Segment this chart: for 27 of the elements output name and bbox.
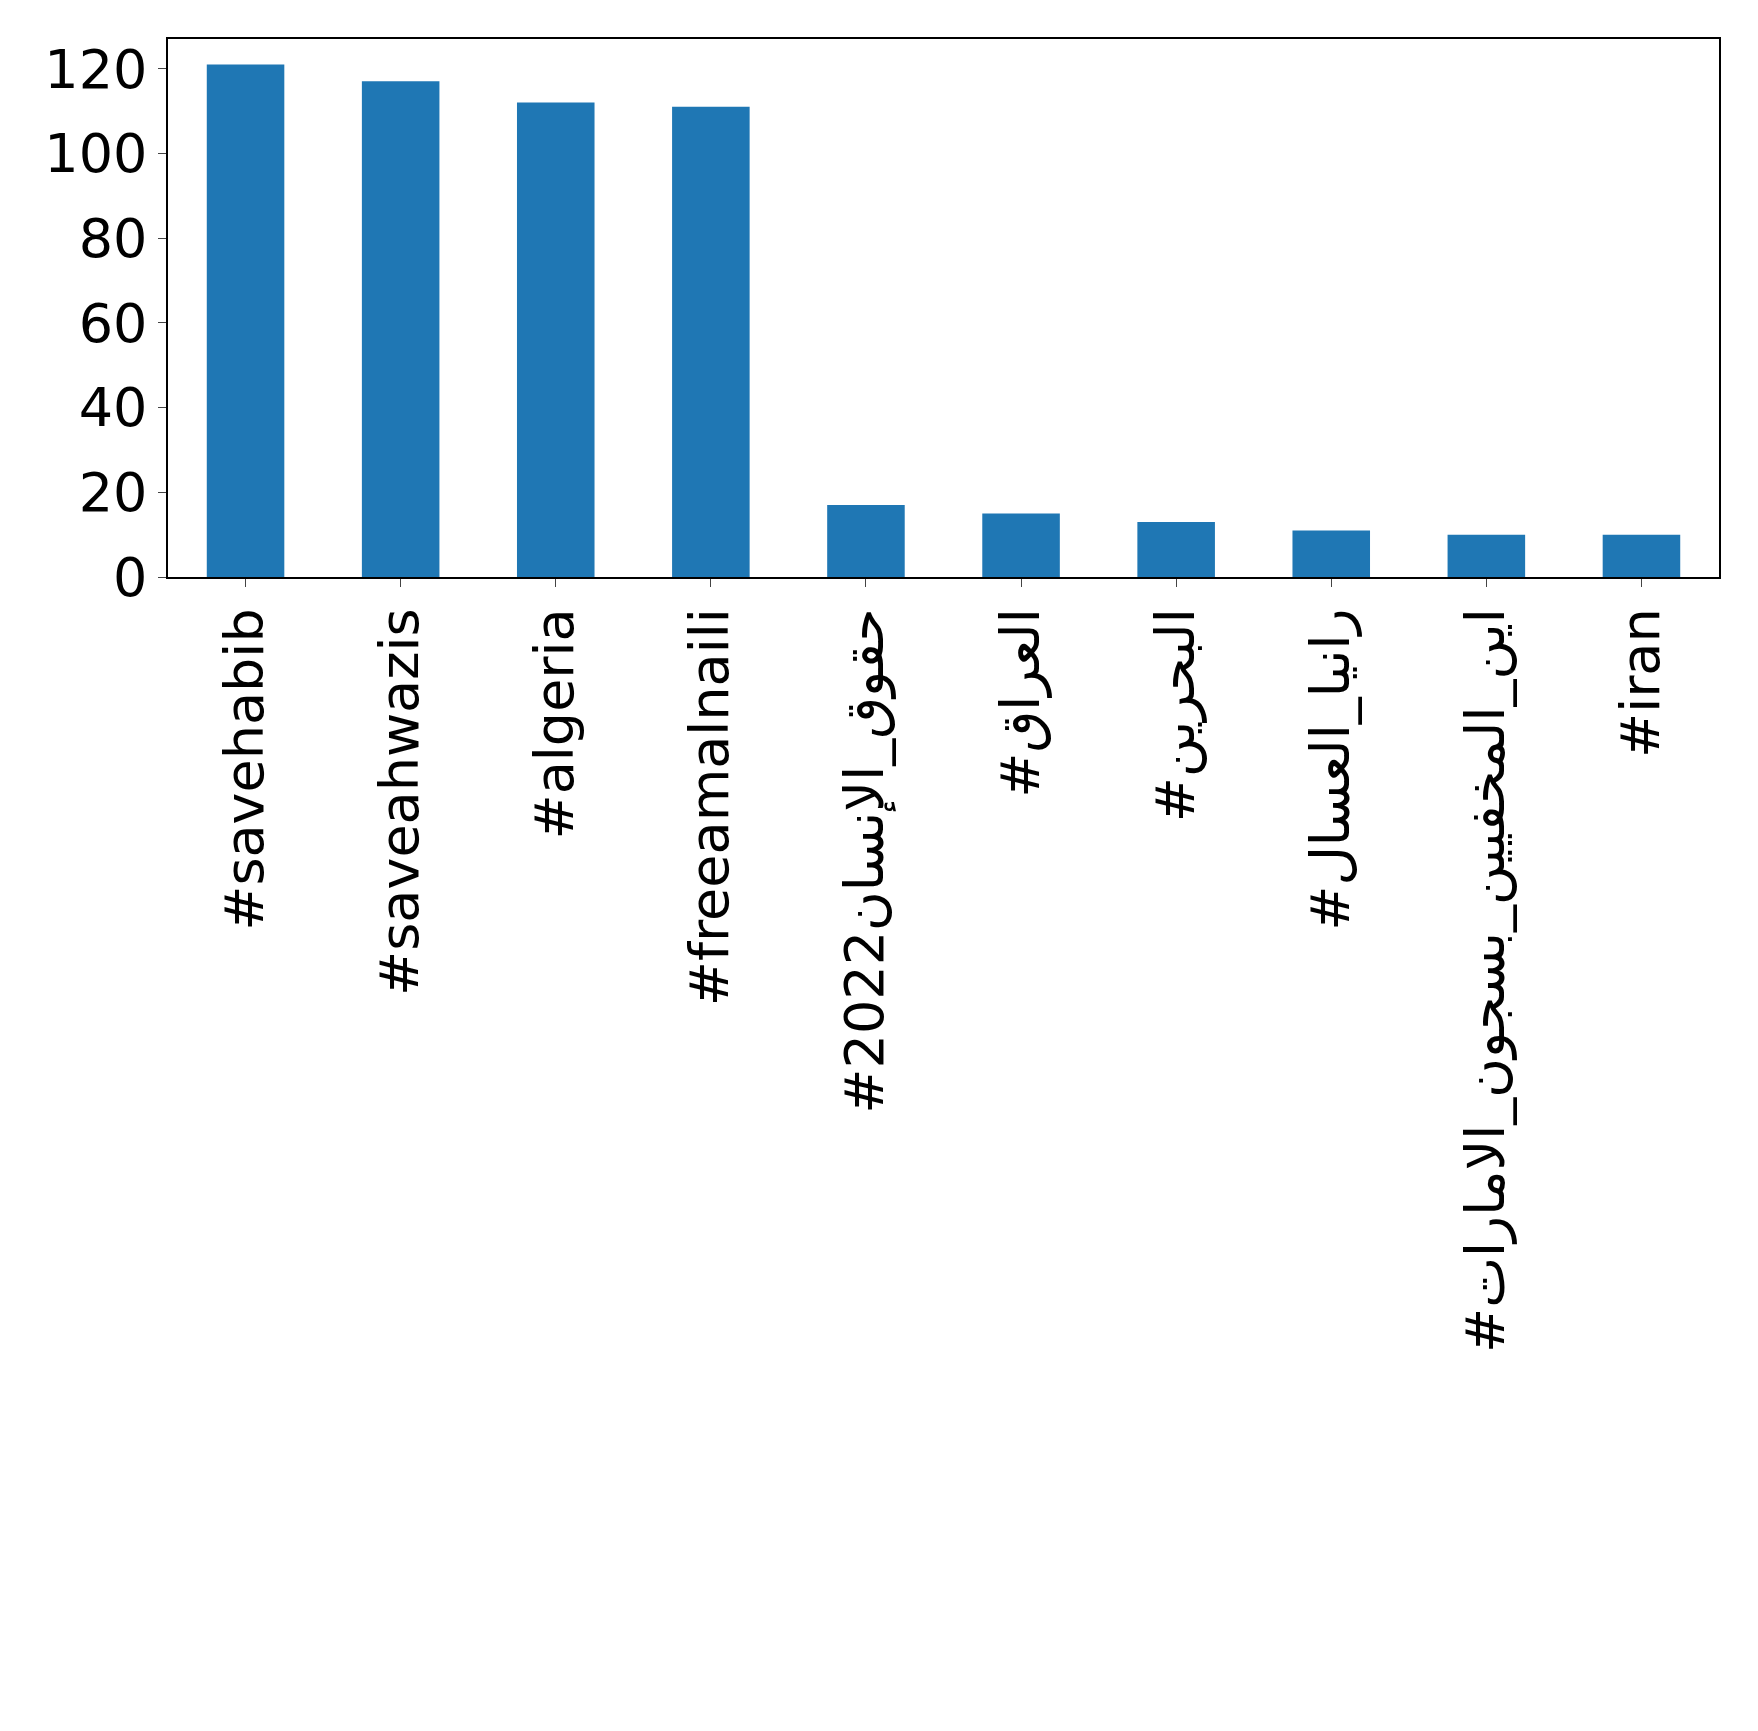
y-tick-label: 60	[78, 291, 148, 355]
x-tick-label: #freeamalnaili	[678, 608, 742, 1007]
x-tick-label: #البحرين	[1143, 608, 1207, 823]
x-tick-label: #iran	[1609, 608, 1672, 759]
bar	[672, 106, 750, 577]
bar	[1447, 534, 1526, 577]
y-tick-label: 120	[44, 37, 148, 101]
x-tick-label: #رانيا_العسال	[1298, 608, 1362, 931]
y-tick-label: 20	[78, 461, 148, 525]
bar	[206, 64, 285, 577]
y-tick-label: 40	[78, 376, 148, 440]
x-tick-label: #اين_المخفيين_بسجون_الامارات	[1453, 608, 1517, 1353]
bar	[982, 513, 1060, 577]
bar	[1602, 534, 1681, 577]
x-tick-label: #حقوق_الإنسان2022	[833, 608, 897, 1114]
bar	[827, 504, 905, 577]
x-tick-label: #algeria	[523, 608, 587, 840]
y-tick-label: 80	[78, 207, 148, 270]
x-tick-label: #saveahwazis	[368, 608, 432, 997]
bar	[1137, 521, 1215, 577]
bar	[516, 102, 595, 577]
bar	[1292, 530, 1371, 577]
bar	[361, 81, 440, 577]
x-tick-label: #العراق	[988, 608, 1052, 798]
y-tick-label: 0	[113, 545, 148, 609]
y-tick-label: 100	[44, 122, 148, 186]
x-tick-label: #savehabib	[213, 608, 277, 931]
